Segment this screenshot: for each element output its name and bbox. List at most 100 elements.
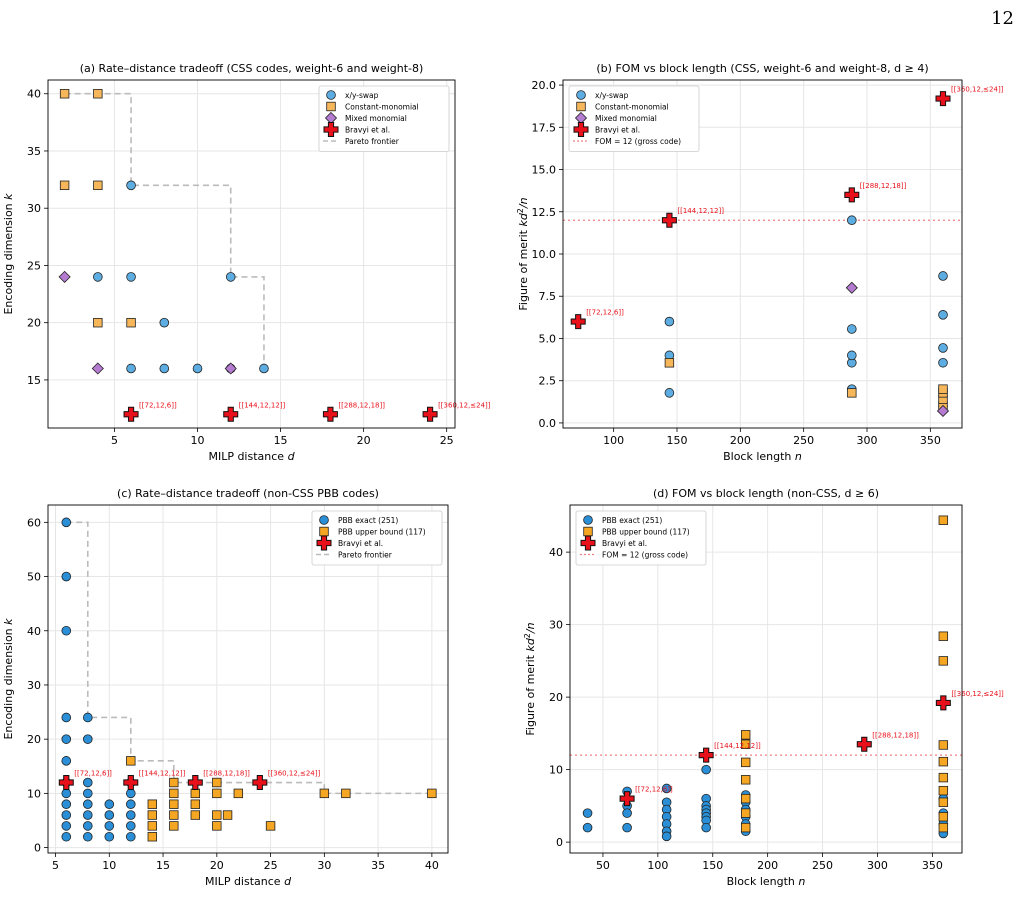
bravyi-marker — [698, 747, 714, 763]
data-point — [190, 810, 201, 820]
data-point — [938, 740, 949, 750]
legend-label: PBB upper bound (117) — [338, 528, 426, 537]
data-point — [224, 362, 237, 375]
data-point — [740, 808, 751, 818]
x-tick-label: 300 — [867, 859, 888, 872]
data-point — [93, 180, 103, 191]
data-point — [126, 317, 136, 328]
data-point — [846, 350, 857, 361]
data-point — [82, 810, 93, 820]
data-point — [319, 788, 330, 799]
data-point — [622, 822, 632, 833]
data-point — [664, 358, 675, 368]
data-point — [61, 799, 72, 810]
y-tick-label: 0 — [34, 842, 41, 855]
data-point — [126, 756, 136, 766]
chart-panel-2: 100 150 200 250 300 350 0.0 2.5 5.0 7.5 10.0 12.5 15… — [516, 62, 1004, 463]
data-point — [222, 810, 233, 820]
x-tick-label: 10 — [102, 859, 116, 872]
y-tick-label: 40 — [27, 625, 41, 638]
data-point — [740, 822, 751, 833]
legend-label: Mixed monomial — [595, 114, 657, 123]
y-tick-label: 15 — [27, 374, 41, 387]
y-axis-label: Figure of merit kd2/n — [516, 197, 531, 310]
data-point — [740, 775, 751, 785]
legend-swatch — [323, 122, 339, 137]
data-point — [61, 788, 72, 799]
chart-panel-1: 5 10 15 20 25 15 20 25 30 35 40 (a) Rate–distance t… — [2, 62, 491, 463]
data-point — [126, 272, 136, 282]
data-point — [341, 788, 351, 799]
data-point — [61, 712, 72, 723]
y-tick-label: 10 — [549, 764, 563, 777]
x-tick-label: 20 — [357, 434, 371, 447]
bravyi-annotation: [[360,12,≤24]] — [951, 690, 1004, 698]
data-point — [622, 808, 632, 818]
data-point — [82, 799, 93, 810]
legend-label: FOM = 12 (gross code) — [602, 551, 688, 560]
y-tick-label: 35 — [27, 145, 41, 158]
y-tick-label: 20.0 — [532, 79, 557, 92]
legend-label: PBB exact (251) — [338, 516, 398, 525]
data-point — [938, 343, 948, 353]
bravyi-annotation: [[288,12,18]] — [860, 182, 907, 190]
data-point — [265, 821, 276, 831]
legend-swatch — [573, 122, 589, 137]
data-point — [938, 631, 949, 641]
plot-frame — [47, 79, 456, 429]
data-point — [845, 281, 858, 294]
data-point — [938, 822, 949, 833]
legend-label: Pareto frontier — [338, 551, 393, 560]
data-point — [740, 793, 751, 804]
y-tick-label: 40 — [549, 546, 563, 559]
bravyi-marker — [322, 406, 338, 422]
data-point — [192, 363, 203, 374]
bravyi-annotation: [[144,12,12]] — [239, 401, 286, 409]
bravyi-marker — [123, 775, 139, 791]
data-point — [82, 788, 93, 799]
data-point — [58, 270, 71, 283]
legend-swatch — [319, 526, 329, 537]
x-tick-label: 200 — [757, 859, 778, 872]
y-tick-label: 30 — [27, 679, 41, 692]
bravyi-marker — [935, 695, 951, 711]
legend-label: PBB exact (251) — [602, 516, 662, 525]
legend-box — [575, 510, 707, 566]
data-point — [846, 324, 857, 334]
data-point — [59, 89, 70, 99]
data-point — [169, 777, 179, 788]
bravyi-annotation: [[144,12,12]] — [139, 770, 186, 778]
bravyi-annotation: [[72,12,6]] — [74, 770, 112, 778]
data-point — [938, 812, 949, 822]
data-point — [93, 272, 103, 282]
data-point — [740, 739, 751, 749]
legend-label: Bravyi et al. — [595, 126, 640, 135]
y-tick-label: 17.5 — [532, 121, 557, 134]
legend: x/y-swap Constant-monomial Mixed monomial B… — [318, 85, 450, 152]
data-point — [147, 832, 158, 842]
x-axis-label: Block length n — [727, 875, 806, 888]
pareto-frontier-line — [64, 92, 265, 369]
pareto-frontier-line — [66, 521, 432, 795]
data-point — [938, 271, 948, 281]
data-point — [212, 777, 222, 788]
chart-panel-4: 50 100 150 200 250 300 350 0 10 20 30 40 (d) FOM vs … — [523, 487, 1005, 888]
data-point — [104, 810, 115, 820]
legend-label: FOM = 12 (gross code) — [595, 137, 681, 146]
y-tick-label: 10 — [27, 787, 41, 800]
x-tick-label: 30 — [317, 859, 331, 872]
bravyi-marker — [223, 406, 239, 422]
data-point — [169, 821, 179, 831]
bravyi-annotation: [[360,12,≤24]] — [438, 401, 491, 409]
y-tick-label: 10.0 — [532, 248, 557, 261]
x-tick-label: 350 — [920, 434, 941, 447]
x-tick-label: 15 — [274, 434, 288, 447]
legend-swatch — [319, 515, 329, 525]
bravyi-annotation: [[360,12,≤24]] — [951, 86, 1004, 94]
x-tick-label: 150 — [667, 434, 688, 447]
data-point — [61, 734, 72, 744]
data-point — [125, 831, 136, 842]
data-point — [125, 799, 136, 810]
bravyi-annotation: [[72,12,6]] — [635, 786, 673, 794]
data-point — [664, 316, 675, 327]
